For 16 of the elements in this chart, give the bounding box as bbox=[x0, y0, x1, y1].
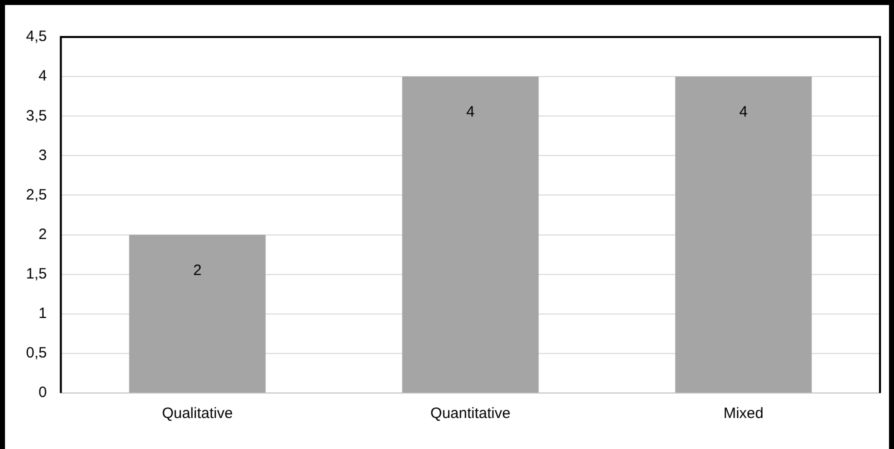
y-tick-label: 0,5 bbox=[26, 344, 47, 362]
y-tick-label: 2,5 bbox=[26, 186, 47, 204]
data-label: 2 bbox=[193, 262, 202, 279]
y-tick-label: 4,5 bbox=[26, 28, 47, 46]
y-tick-label: 0 bbox=[38, 384, 47, 402]
data-label: 4 bbox=[466, 104, 475, 121]
y-tick-label: 3 bbox=[38, 146, 47, 164]
x-tick-label: Mixed bbox=[723, 405, 764, 422]
y-tick-label: 2 bbox=[38, 226, 47, 243]
y-tick-label: 1,5 bbox=[26, 265, 47, 282]
y-tick-label: 1 bbox=[38, 305, 47, 322]
y-tick-label: 4 bbox=[38, 68, 47, 85]
y-tick-label: 3,5 bbox=[26, 107, 47, 124]
x-tick-label: Quantitative bbox=[430, 405, 510, 422]
x-tick-label: Qualitative bbox=[162, 405, 233, 422]
data-label: 4 bbox=[739, 104, 748, 121]
